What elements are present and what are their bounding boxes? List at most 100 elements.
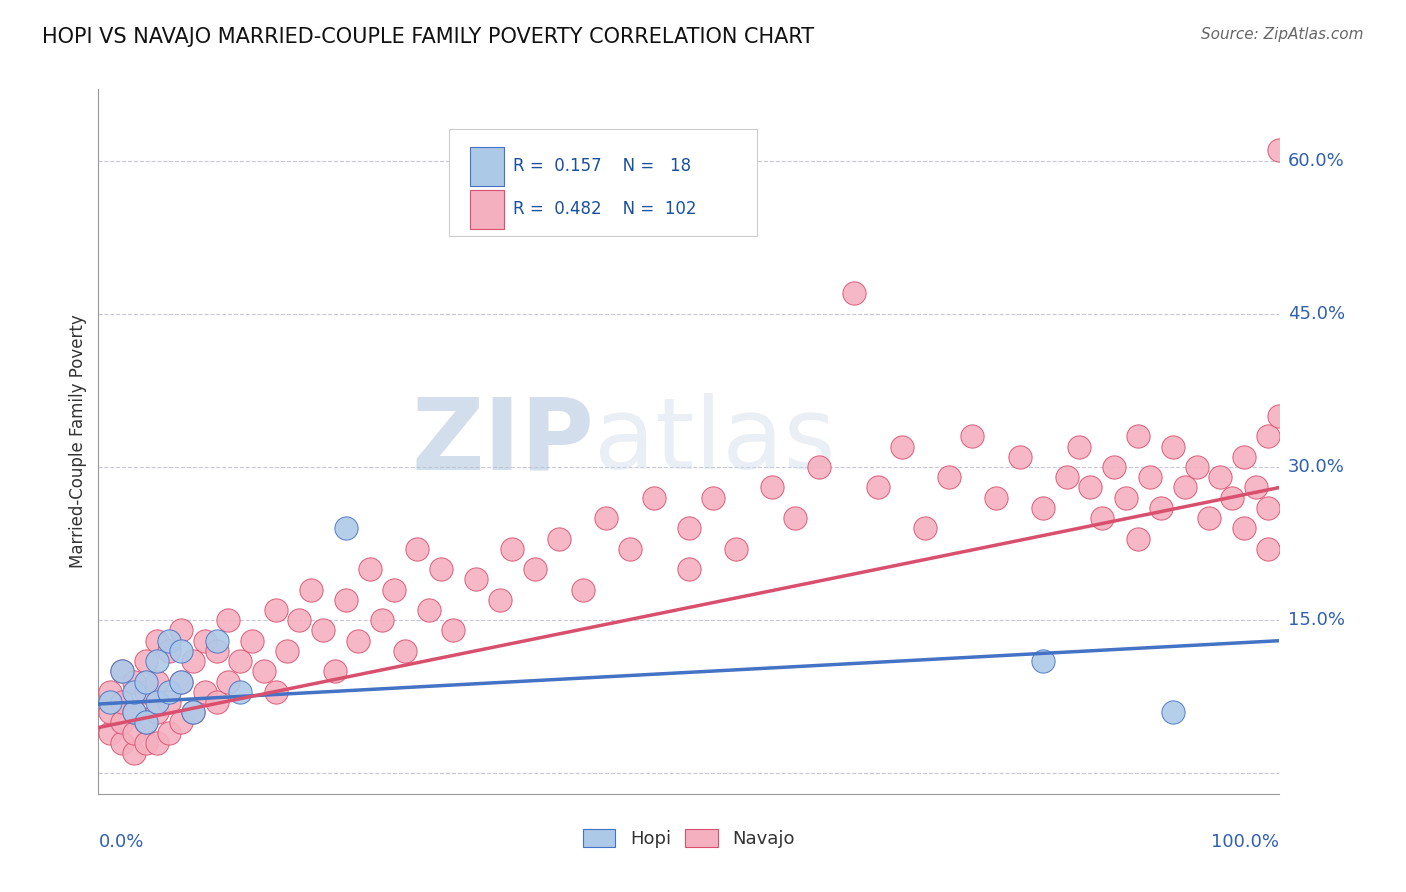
Point: [335, 592, 357, 607]
Point: [299, 582, 322, 597]
Point: [890, 440, 912, 454]
Point: [406, 541, 429, 556]
Point: [229, 685, 252, 699]
Point: [98, 685, 121, 699]
Point: [217, 613, 239, 627]
Point: [678, 521, 700, 535]
Point: [170, 715, 193, 730]
Text: HOPI VS NAVAJO MARRIED-COUPLE FAMILY POVERTY CORRELATION CHART: HOPI VS NAVAJO MARRIED-COUPLE FAMILY POV…: [42, 27, 814, 46]
Point: [1161, 705, 1184, 719]
Point: [98, 705, 121, 719]
Point: [1102, 460, 1125, 475]
Point: [264, 685, 287, 699]
Point: [240, 633, 263, 648]
Point: [524, 562, 547, 576]
Point: [135, 674, 157, 689]
Point: [807, 460, 830, 475]
Point: [146, 654, 169, 668]
Point: [111, 665, 134, 679]
Point: [1032, 654, 1054, 668]
Point: [181, 705, 204, 719]
Point: [181, 654, 204, 668]
Point: [1032, 500, 1054, 515]
Point: [98, 695, 121, 709]
Point: [122, 705, 145, 719]
Point: [217, 674, 239, 689]
Point: [170, 674, 193, 689]
Point: [1126, 429, 1149, 443]
Text: 45.0%: 45.0%: [1288, 305, 1346, 323]
Text: R =  0.482    N =  102: R = 0.482 N = 102: [513, 200, 696, 219]
Point: [1185, 460, 1208, 475]
Point: [371, 613, 394, 627]
Point: [359, 562, 381, 576]
Point: [157, 695, 180, 709]
Point: [194, 685, 217, 699]
Point: [866, 481, 889, 495]
Point: [1056, 470, 1078, 484]
Point: [135, 654, 157, 668]
Point: [146, 736, 169, 750]
Point: [264, 603, 287, 617]
Text: 0.0%: 0.0%: [98, 833, 143, 851]
Point: [548, 532, 571, 546]
Point: [111, 736, 134, 750]
Point: [1233, 450, 1256, 464]
Point: [962, 429, 984, 443]
Point: [194, 633, 217, 648]
Text: ZIP: ZIP: [412, 393, 595, 490]
Point: [111, 715, 134, 730]
Point: [1198, 511, 1220, 525]
Text: 30.0%: 30.0%: [1288, 458, 1344, 476]
Point: [984, 491, 1007, 505]
Point: [229, 654, 252, 668]
Point: [135, 685, 157, 699]
Point: [347, 633, 370, 648]
Point: [595, 511, 617, 525]
Point: [785, 511, 807, 525]
Point: [205, 633, 228, 648]
Point: [1174, 481, 1197, 495]
Point: [323, 665, 346, 679]
Text: R =  0.157    N =   18: R = 0.157 N = 18: [513, 157, 692, 176]
Point: [312, 624, 335, 638]
Point: [146, 705, 169, 719]
Point: [418, 603, 440, 617]
Point: [619, 541, 641, 556]
Point: [288, 613, 311, 627]
Point: [122, 725, 145, 739]
Point: [157, 725, 180, 739]
Point: [122, 705, 145, 719]
Point: [1126, 532, 1149, 546]
Text: 60.0%: 60.0%: [1288, 152, 1344, 169]
Point: [253, 665, 276, 679]
Point: [111, 665, 134, 679]
Point: [205, 644, 228, 658]
Point: [382, 582, 405, 597]
Point: [1268, 409, 1291, 423]
Text: Source: ZipAtlas.com: Source: ZipAtlas.com: [1201, 27, 1364, 42]
Point: [1233, 521, 1256, 535]
Point: [1268, 144, 1291, 158]
Point: [135, 715, 157, 730]
Point: [643, 491, 665, 505]
Point: [465, 573, 488, 587]
Point: [1150, 500, 1173, 515]
Point: [844, 286, 866, 301]
Point: [489, 592, 512, 607]
FancyBboxPatch shape: [449, 129, 758, 235]
Point: [181, 705, 204, 719]
Text: atlas: atlas: [595, 393, 837, 490]
Point: [1067, 440, 1090, 454]
Point: [1257, 429, 1279, 443]
Point: [205, 695, 228, 709]
Point: [135, 715, 157, 730]
Point: [135, 736, 157, 750]
Point: [157, 633, 180, 648]
Point: [335, 521, 357, 535]
Point: [1115, 491, 1137, 505]
Point: [170, 624, 193, 638]
Point: [1257, 500, 1279, 515]
Point: [157, 685, 180, 699]
Point: [146, 633, 169, 648]
